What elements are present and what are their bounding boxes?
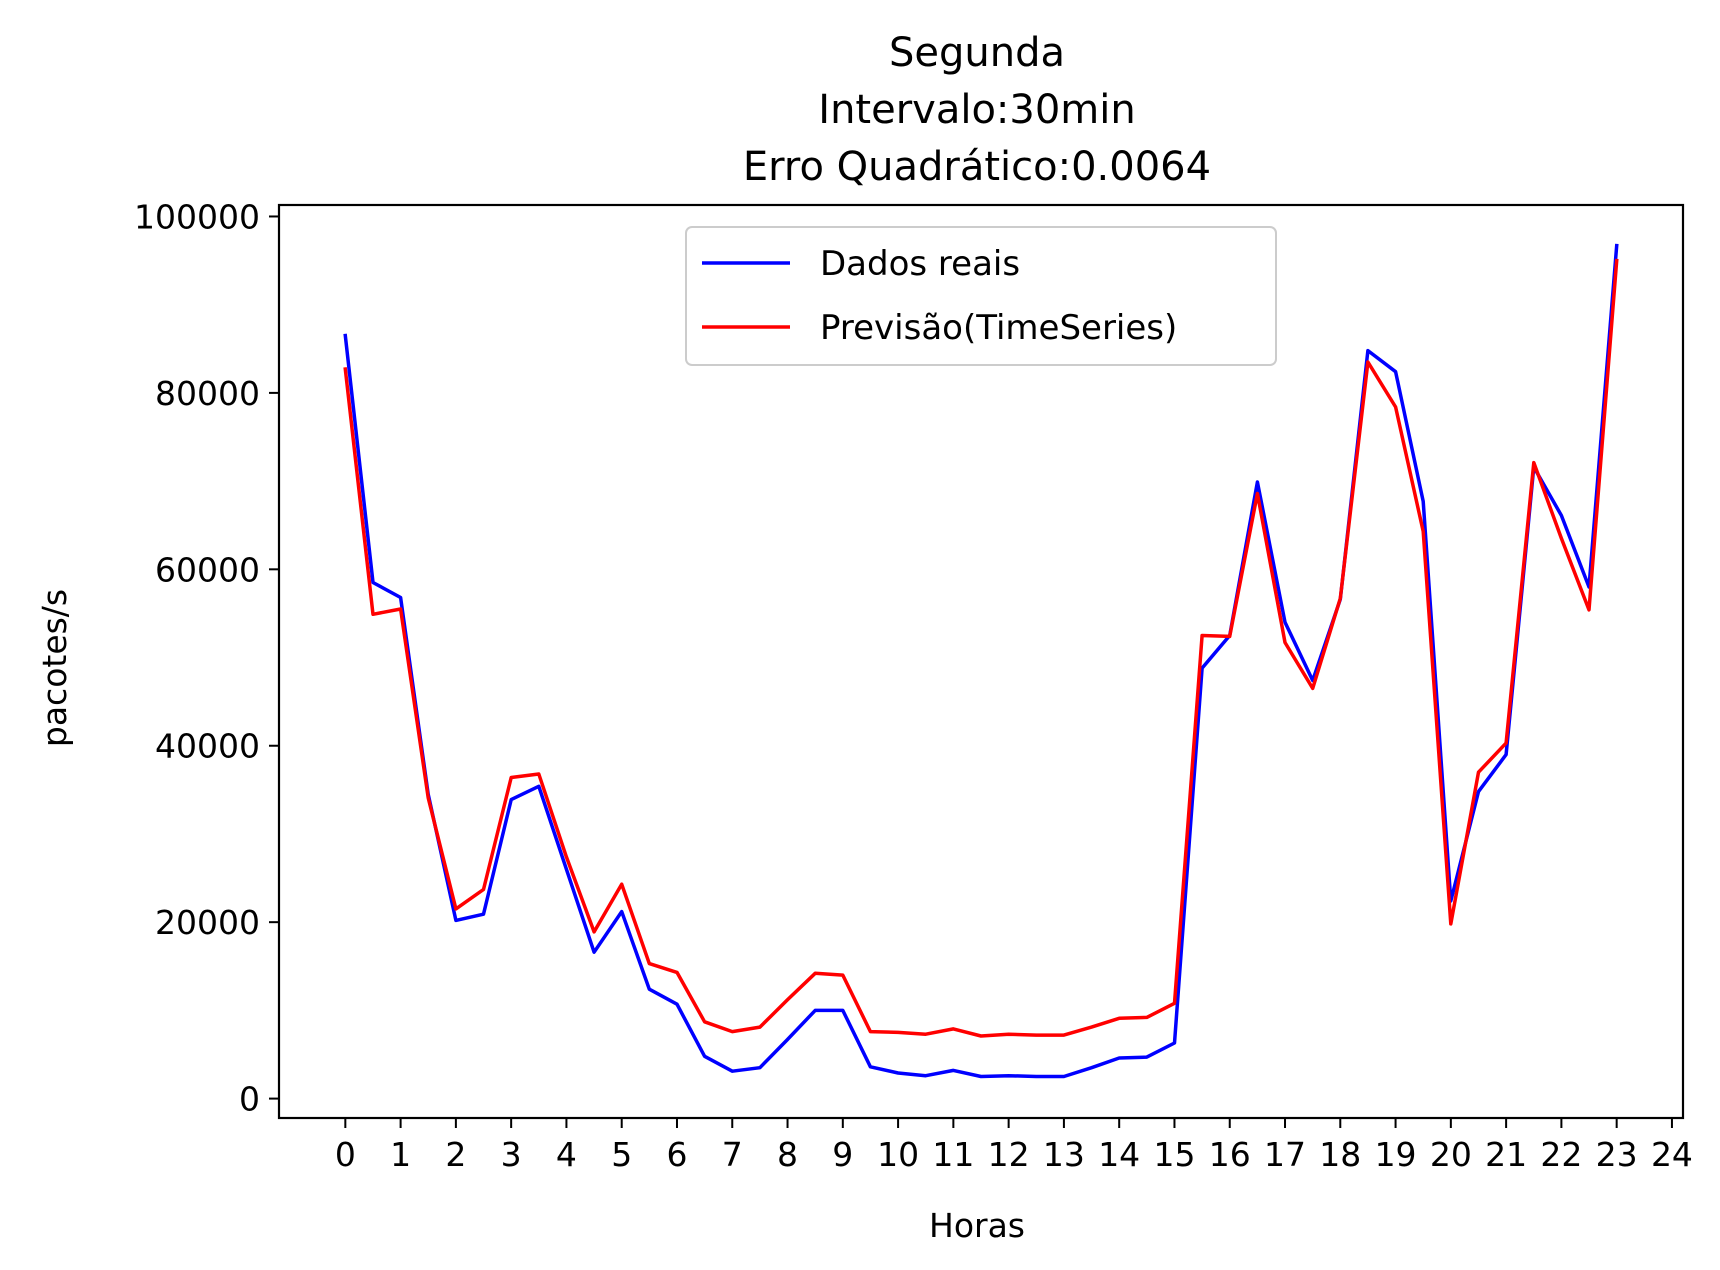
series-layer [343, 243, 1619, 1079]
series-line-previsao [343, 258, 1619, 1038]
x-tick-label: 2 [445, 1135, 466, 1174]
chart-title: Segunda Intervalo:30min Erro Quadrático:… [743, 30, 1211, 190]
y-tick-label: 100000 [134, 197, 260, 236]
x-tick-label: 13 [1043, 1135, 1085, 1174]
x-tick-label: 15 [1153, 1135, 1195, 1174]
y-tick-label: 20000 [155, 903, 260, 942]
x-tick-label: 3 [501, 1135, 522, 1174]
x-tick-label: 7 [722, 1135, 743, 1174]
y-tick-label: 40000 [155, 727, 260, 766]
plot-frame [277, 203, 1685, 1120]
series-line-dados-reais [343, 243, 1619, 1079]
x-tick-label: 17 [1264, 1135, 1306, 1174]
x-tick-label: 14 [1098, 1135, 1140, 1174]
x-tick-label: 24 [1651, 1135, 1693, 1174]
x-tick-label: 11 [932, 1135, 974, 1174]
x-tick-label: 21 [1485, 1135, 1527, 1174]
x-tick-label: 19 [1375, 1135, 1417, 1174]
title-line-3: Erro Quadrático:0.0064 [743, 144, 1211, 190]
x-axis-label: Horas [929, 1206, 1025, 1245]
y-axis-ticks: 0 20000 40000 60000 80000 100000 [134, 197, 279, 1119]
x-tick-label: 9 [832, 1135, 853, 1174]
y-tick-label: 60000 [155, 550, 260, 589]
x-tick-label: 23 [1596, 1135, 1638, 1174]
y-tick-label: 0 [239, 1080, 260, 1119]
x-tick-label: 16 [1209, 1135, 1251, 1174]
x-tick-label: 8 [777, 1135, 798, 1174]
x-tick-label: 10 [877, 1135, 919, 1174]
x-tick-label: 1 [390, 1135, 411, 1174]
x-tick-label: 22 [1540, 1135, 1582, 1174]
y-axis-label: pacotes/s [35, 589, 74, 747]
legend-label-dados-reais: Dados reais [820, 244, 1020, 284]
x-axis-ticks: 0 1 2 3 4 5 6 7 8 9 10 11 12 13 14 15 16 17 18 19 20 21 22 23 24 [335, 1118, 1693, 1174]
title-line-2: Intervalo:30min [818, 87, 1135, 133]
x-tick-label: 12 [988, 1135, 1030, 1174]
x-tick-label: 18 [1319, 1135, 1361, 1174]
x-tick-label: 0 [335, 1135, 356, 1174]
x-tick-label: 6 [666, 1135, 687, 1174]
x-tick-label: 20 [1430, 1135, 1472, 1174]
title-line-1: Segunda [889, 30, 1065, 76]
legend-box [685, 226, 1277, 366]
x-tick-label: 5 [611, 1135, 632, 1174]
y-tick-label: 80000 [155, 374, 260, 413]
x-tick-label: 4 [556, 1135, 577, 1174]
legend-label-previsao: Previsão(TimeSeries) [820, 308, 1177, 348]
legend: Dados reais Previsão(TimeSeries) [685, 226, 1277, 366]
